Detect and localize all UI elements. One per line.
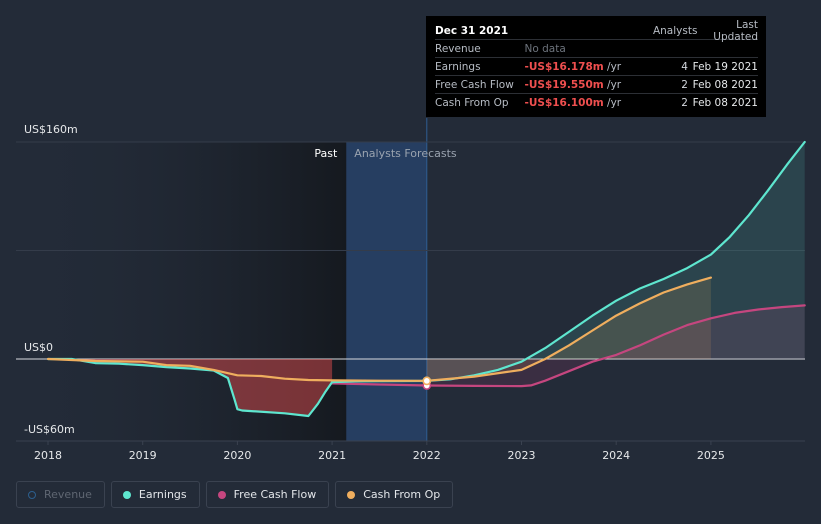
x-tick-label: 2022 (413, 449, 441, 462)
tooltip-row-value: -US$19.550m /yr (524, 78, 622, 91)
legend-item-fcf[interactable]: Free Cash Flow (205, 481, 330, 508)
tooltip-header: Dec 31 2021 Analysts Last Updated (435, 18, 758, 43)
tooltip-row: Cash From Op -US$16.100m /yr 2 Feb 08 2021 (435, 94, 758, 111)
tooltip-col-updated: Last Updated (713, 18, 758, 43)
tooltip-row-value: -US$16.178m /yr (524, 60, 622, 73)
earnings-negative-area (48, 359, 333, 416)
cfo-marker (422, 376, 432, 386)
tooltip-row-updated: Feb 08 2021 (692, 78, 758, 91)
legend-label: Cash From Op (363, 488, 441, 501)
tooltip-row-label: Free Cash Flow (435, 78, 514, 91)
cfo-line (46, 276, 712, 382)
x-tick-label: 2019 (129, 449, 157, 462)
legend-item-revenue[interactable]: Revenue (16, 481, 105, 508)
cfo-forecast-area (426, 277, 711, 381)
legend-label: Revenue (44, 488, 92, 501)
legend-dot-icon (28, 490, 36, 499)
fcf-line (331, 304, 806, 388)
forecast-highlight (346, 142, 427, 441)
tooltip-row-analysts: 2 (681, 78, 688, 91)
x-tick-label: 2018 (34, 449, 62, 462)
tooltip-col-analysts: Analysts (652, 24, 698, 37)
tooltip-row-updated: Feb 08 2021 (692, 96, 758, 109)
tooltip-row-analysts: 4 (681, 60, 688, 73)
data-tooltip: Dec 31 2021 Analysts Last Updated Revenu… (426, 16, 766, 117)
fcf-forecast-area (426, 305, 805, 387)
forecast-label: Analysts Forecasts (354, 147, 457, 160)
tooltip-row-label: Revenue (435, 42, 481, 55)
legend-dot-icon (122, 490, 131, 499)
tooltip-row: Revenue No data (435, 40, 758, 58)
y-tick-label: US$160m (24, 123, 78, 136)
past-label: Past (314, 147, 338, 160)
tooltip-row-analysts: 2 (681, 96, 688, 109)
x-tick-label: 2023 (508, 449, 536, 462)
legend-label: Free Cash Flow (233, 488, 317, 501)
legend-dot-icon (347, 490, 356, 499)
x-tick-label: 2024 (602, 449, 630, 462)
legend-label: Earnings (138, 488, 187, 501)
y-tick-label: US$0 (24, 341, 53, 354)
y-tick-label: -US$60m (24, 423, 75, 436)
x-tick-label: 2021 (318, 449, 346, 462)
legend: Revenue Earnings Free Cash Flow Cash From O… (16, 481, 454, 508)
tooltip-row: Earnings -US$16.178m /yr 4 Feb 19 2021 (435, 58, 758, 76)
legend-dot-icon (217, 490, 226, 499)
tooltip-row-label: Earnings (435, 60, 481, 73)
tooltip-row: Free Cash Flow -US$19.550m /yr 2 Feb 08 202… (435, 76, 758, 94)
x-tick-label: 2025 (697, 449, 725, 462)
legend-item-cfo[interactable]: Cash From Op (335, 481, 454, 508)
tooltip-row-value: No data (524, 42, 566, 55)
x-tick-label: 2020 (223, 449, 251, 462)
tooltip-row-label: Cash From Op (435, 96, 509, 109)
legend-item-earnings[interactable]: Earnings (110, 481, 200, 508)
past-region (16, 142, 347, 441)
tooltip-date: Dec 31 2021 (435, 24, 509, 37)
tooltip-row-value: -US$16.100m /yr (524, 96, 622, 109)
tooltip-row-updated: Feb 19 2021 (692, 60, 758, 73)
earnings-forecast-area (426, 142, 805, 381)
